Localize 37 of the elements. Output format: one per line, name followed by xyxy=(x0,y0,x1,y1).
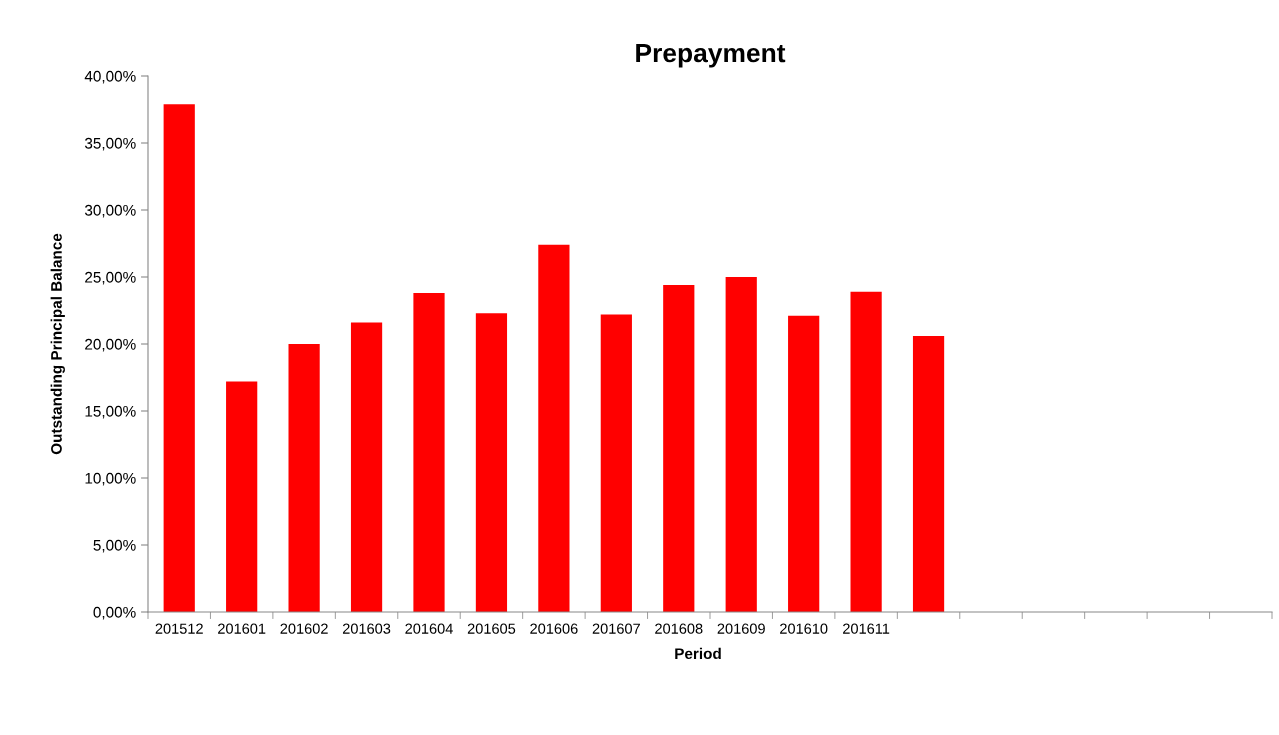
y-tick-label: 5,00% xyxy=(93,539,136,553)
x-tick-label: 201611 xyxy=(843,623,890,634)
x-tick-label: 201512 xyxy=(155,623,203,634)
bar xyxy=(850,291,882,612)
bar xyxy=(663,285,695,612)
x-tick-label: 201601 xyxy=(218,623,266,634)
bar xyxy=(912,335,945,612)
y-tick-label: 25,00% xyxy=(85,271,136,285)
x-tick-label: 201608 xyxy=(655,623,703,634)
bar xyxy=(725,277,757,612)
chart-title: Prepayment xyxy=(636,43,786,68)
y-tick-label: 20,00% xyxy=(85,338,136,352)
bar xyxy=(788,315,820,612)
bar xyxy=(288,344,320,612)
bar xyxy=(163,104,195,612)
bar xyxy=(350,322,383,612)
y-tick-label: 15,00% xyxy=(85,405,136,419)
x-tick-label: 201605 xyxy=(467,623,516,634)
y-tick-label: 0,00% xyxy=(93,606,136,620)
x-tick-label: 201606 xyxy=(530,623,578,634)
x-axis-title: Period xyxy=(675,647,721,660)
bar xyxy=(413,293,445,612)
y-axis-title: Outstanding Principal Balance xyxy=(50,233,65,455)
y-tick-label: 35,00% xyxy=(84,137,136,151)
y-tick-label: 30,00% xyxy=(84,204,136,218)
bar xyxy=(600,314,632,612)
x-tick-label: 201607 xyxy=(592,623,640,634)
bar xyxy=(538,244,570,612)
x-tick-label: 201609 xyxy=(717,623,765,634)
x-tick-label: 201610 xyxy=(780,623,828,634)
y-tick-label: 10,00% xyxy=(85,472,136,486)
y-tick-label: 40,00% xyxy=(84,70,136,84)
bar xyxy=(226,381,258,612)
bar xyxy=(475,313,508,612)
x-tick-label: 201603 xyxy=(342,623,391,634)
x-tick-label: 201604 xyxy=(405,623,453,634)
x-tick-label: 201602 xyxy=(280,623,328,634)
